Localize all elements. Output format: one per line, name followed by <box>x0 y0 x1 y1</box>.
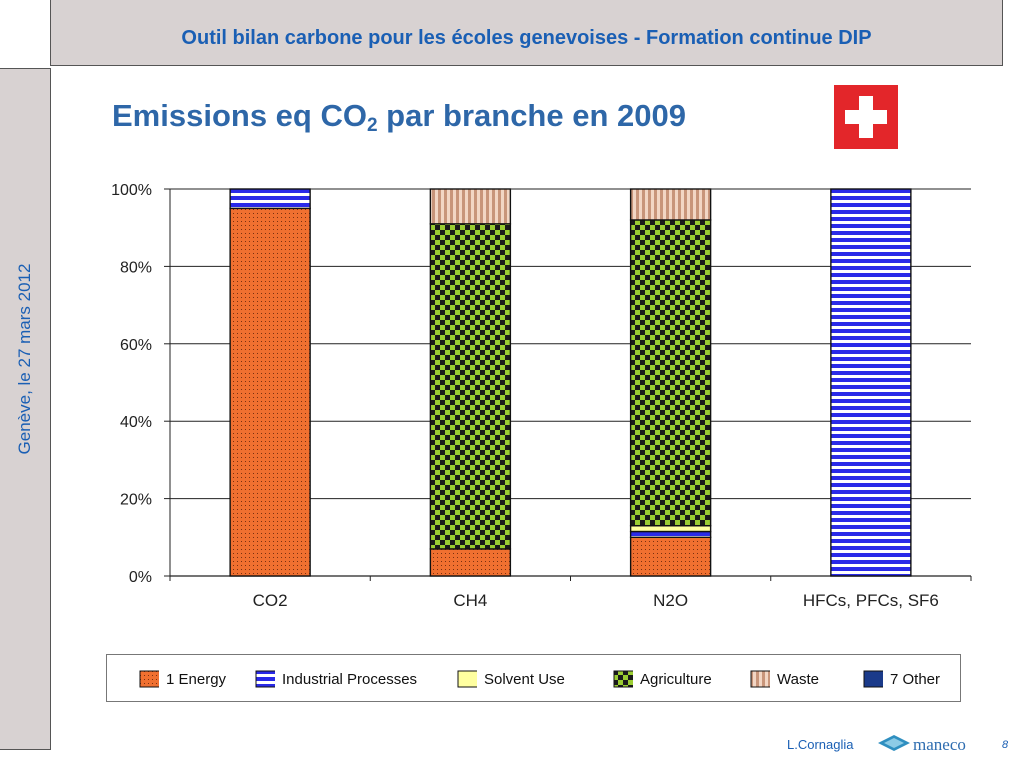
legend-swatch-energy <box>139 670 159 688</box>
bar-segment-energy <box>229 207 311 577</box>
header-title: Outil bilan carbone pour les écoles gene… <box>181 27 872 49</box>
y-tick-label: 0% <box>129 569 152 586</box>
maneco-logo-icon <box>878 735 910 751</box>
x-tick-label: N2O <box>653 591 688 610</box>
legend: 1 Energy Industrial Processes Solvent Use A… <box>106 654 961 702</box>
bar-segment-agriculture <box>429 223 512 550</box>
y-tick-label: 80% <box>120 259 152 276</box>
bar-segment-waste <box>429 188 512 225</box>
bar-segment-industrial <box>629 530 712 538</box>
legend-label-other: 7 Other <box>890 671 941 688</box>
legend-swatch-waste <box>750 670 770 688</box>
bar-segment-agriculture <box>629 219 712 527</box>
bar-segment-solvent <box>629 524 712 533</box>
swiss-flag-icon <box>834 85 898 149</box>
legend-swatch-other <box>863 670 883 688</box>
x-tick-label: CH4 <box>453 591 487 610</box>
y-tick-label: 20% <box>120 492 152 509</box>
legend-label-industrial: Industrial Processes <box>282 671 418 688</box>
legend-swatch-agriculture <box>613 670 633 688</box>
bar-segment-industrial <box>229 188 311 210</box>
legend-swatch-industrial <box>255 670 275 688</box>
footer-author: L.Cornaglia <box>787 737 854 752</box>
side-bar: Genève, le 27 mars 2012 <box>0 68 51 750</box>
slide-title: Emissions eq CO2 par branche en 2009 <box>112 98 686 137</box>
page-number: 8 <box>1002 739 1009 751</box>
slide-title-subscript: 2 <box>366 115 378 136</box>
x-tick-label: CO2 <box>253 591 288 610</box>
y-tick-label: 40% <box>120 414 152 431</box>
header-bar: Outil bilan carbone pour les écoles gene… <box>50 0 1003 66</box>
x-tick-label: HFCs, PFCs, SF6 <box>803 591 939 610</box>
legend-label-energy: 1 Energy <box>166 671 227 688</box>
bar-segment-energy <box>429 548 512 577</box>
flag-cross-vertical <box>859 96 873 138</box>
legend-swatch-solvent <box>457 670 477 688</box>
slide-title-rest: par branche en 2009 <box>377 98 686 133</box>
maneco-logo-text: maneco <box>913 735 966 754</box>
bar-segment-energy <box>629 536 712 577</box>
y-tick-label: 60% <box>120 337 152 354</box>
x-axis-tick-labels: CO2 CH4 N2O HFCs, PFCs, SF6 <box>253 591 939 610</box>
bar-layer <box>229 188 912 577</box>
y-axis-tick-labels: 0% 20% 40% 60% 80% 100% <box>111 182 152 586</box>
legend-label-solvent: Solvent Use <box>484 671 565 688</box>
legend-label-agriculture: Agriculture <box>640 671 712 688</box>
legend-label-waste: Waste <box>777 671 819 688</box>
bar-segment-waste <box>629 188 712 221</box>
bar-segment-industrial <box>830 188 912 577</box>
y-tick-label: 100% <box>111 182 152 199</box>
slide-title-main: Emissions eq CO <box>112 98 367 133</box>
